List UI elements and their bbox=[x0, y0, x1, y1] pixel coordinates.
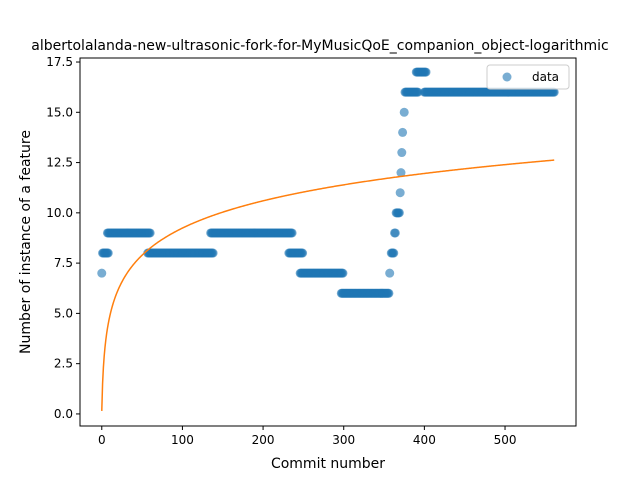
data-point bbox=[287, 228, 297, 238]
data-point bbox=[384, 288, 394, 298]
data-point bbox=[549, 87, 559, 97]
data-point bbox=[298, 248, 308, 258]
x-tick-label: 100 bbox=[171, 433, 194, 447]
x-tick-label: 400 bbox=[413, 433, 436, 447]
legend: data bbox=[486, 64, 570, 90]
data-point bbox=[389, 248, 399, 258]
y-tick-label: 7.5 bbox=[54, 256, 73, 270]
y-tick-label: 2.5 bbox=[54, 357, 73, 371]
x-axis-ticks: 0 100 200 300 400 500 bbox=[98, 426, 517, 447]
y-tick-label: 15.0 bbox=[46, 105, 73, 119]
data-point bbox=[399, 107, 409, 117]
data-point bbox=[208, 248, 218, 258]
legend-label: data bbox=[532, 70, 559, 84]
data-point bbox=[413, 87, 423, 97]
data-point bbox=[103, 248, 113, 258]
y-tick-label: 12.5 bbox=[46, 156, 73, 170]
x-tick-label: 300 bbox=[332, 433, 355, 447]
data-points bbox=[97, 67, 559, 298]
y-tick-label: 10.0 bbox=[46, 206, 73, 220]
y-axis-label: Number of instance of a feature bbox=[18, 130, 34, 354]
legend-marker bbox=[502, 72, 512, 82]
x-axis-label: Commit number bbox=[271, 456, 385, 472]
data-point bbox=[145, 228, 155, 238]
y-tick-label: 17.5 bbox=[46, 55, 73, 69]
y-axis-ticks: 0.0 2.5 5.0 7.5 10.0 12.5 15.0 17.5 bbox=[46, 55, 80, 421]
data-point bbox=[421, 67, 431, 77]
data-point bbox=[385, 268, 395, 278]
chart-title: albertolalanda-new-ultrasonic-fork-for-M… bbox=[31, 38, 608, 54]
data-point bbox=[395, 188, 405, 198]
data-point bbox=[398, 127, 408, 137]
data-point bbox=[396, 168, 406, 178]
data-point bbox=[397, 148, 407, 158]
x-tick-label: 0 bbox=[98, 433, 106, 447]
legend-box bbox=[486, 64, 570, 90]
x-tick-label: 200 bbox=[252, 433, 275, 447]
y-tick-label: 0.0 bbox=[54, 407, 73, 421]
fit-line bbox=[101, 159, 555, 411]
plot-frame bbox=[79, 57, 577, 427]
data-point bbox=[338, 268, 348, 278]
x-tick-label: 500 bbox=[494, 433, 517, 447]
y-tick-label: 5.0 bbox=[54, 306, 73, 320]
data-point bbox=[394, 208, 404, 218]
data-point bbox=[97, 268, 107, 278]
data-point bbox=[390, 228, 400, 238]
